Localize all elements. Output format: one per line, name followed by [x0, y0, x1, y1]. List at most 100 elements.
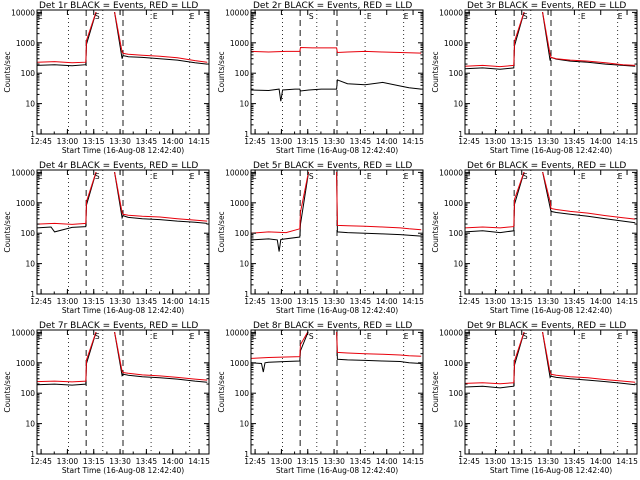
x-tick-label: 12:45: [244, 137, 266, 146]
y-tick-label: 1: [244, 130, 249, 139]
x-tick-label: 14:15: [402, 297, 424, 306]
marker-letter: E: [38, 332, 43, 341]
marker-letter: E: [618, 12, 623, 21]
y-axis-label: Counts/sec: [431, 211, 440, 252]
x-tick-label: 14:00: [376, 457, 398, 466]
series-events-line: [37, 12, 208, 67]
x-tick-label: 12:45: [30, 457, 52, 466]
plot-frame: [250, 329, 424, 455]
x-tick-label: 13:00: [57, 297, 79, 306]
series-lld-line: [37, 172, 208, 225]
x-tick-label: 13:45: [136, 137, 158, 146]
series-lld-line: [37, 12, 208, 64]
marker-letter: E: [367, 12, 372, 21]
marker-letter: E: [618, 332, 623, 341]
panel-title: Det 7r BLACK = Events, RED = LLD: [39, 321, 198, 331]
panel-title: Det 5r BLACK = Events, RED = LLD: [253, 161, 412, 171]
panel-title: Det 8r BLACK = Events, RED = LLD: [253, 321, 412, 331]
x-tick-label: 13:45: [136, 457, 158, 466]
y-tick-label: 10: [239, 420, 249, 429]
plot-frame: [36, 329, 210, 455]
y-tick-label: 1000: [16, 359, 35, 368]
x-tick-label: 14:00: [162, 457, 184, 466]
panel-title: Det 9r BLACK = Events, RED = LLD: [467, 321, 626, 331]
marker-letter: S: [523, 332, 528, 341]
x-tick-label: 14:15: [188, 297, 210, 306]
y-tick-label: 10: [25, 100, 35, 109]
x-tick-label: 13:30: [323, 297, 345, 306]
marker-letter: E: [190, 172, 195, 181]
x-tick-label: 13:15: [83, 457, 105, 466]
marker-letter: E: [404, 332, 409, 341]
y-tick-label: 10: [453, 420, 463, 429]
series-lld-line: [251, 46, 422, 54]
panel-title: Det 1r BLACK = Events, RED = LLD: [39, 1, 198, 11]
plot-frame: [250, 9, 424, 135]
x-tick-label: 13:30: [109, 137, 131, 146]
x-tick-label: 13:45: [350, 457, 372, 466]
y-tick-label: 10000: [11, 328, 35, 337]
plot-frame: [250, 169, 424, 295]
y-axis-label: Counts/sec: [431, 51, 440, 92]
x-tick-label: 14:00: [590, 457, 612, 466]
marker-letter: S: [95, 12, 100, 21]
y-tick-label: 10000: [439, 328, 463, 337]
marker-letter: E: [153, 332, 158, 341]
x-tick-label: 14:15: [616, 137, 638, 146]
y-tick-label: 1000: [444, 39, 463, 48]
marker-letter: E: [252, 172, 257, 181]
marker-letter: E: [466, 12, 471, 21]
series-events-line: [251, 79, 422, 102]
y-tick-label: 1: [458, 290, 463, 299]
x-tick-label: 13:00: [485, 457, 507, 466]
x-tick-label: 13:00: [485, 297, 507, 306]
x-axis-label: Start Time (16-Aug-08 12:42:40): [62, 466, 184, 475]
plot-frame: [464, 9, 638, 135]
y-tick-label: 1000: [16, 199, 35, 208]
x-tick-label: 14:00: [590, 297, 612, 306]
x-tick-label: 12:45: [244, 297, 266, 306]
x-tick-label: 13:45: [350, 297, 372, 306]
y-axis-label: Counts/sec: [3, 211, 12, 252]
y-tick-label: 1: [458, 130, 463, 139]
marker-letter: E: [38, 12, 43, 21]
plot-frame: [464, 169, 638, 295]
series-lld-line: [465, 172, 636, 229]
y-tick-label: 10000: [225, 168, 249, 177]
x-axis-label: Start Time (16-Aug-08 12:42:40): [276, 466, 398, 475]
x-tick-label: 13:15: [297, 297, 319, 306]
x-tick-label: 14:15: [616, 297, 638, 306]
series-events-line: [37, 172, 208, 233]
marker-letter: S: [309, 12, 314, 21]
x-tick-label: 13:15: [297, 137, 319, 146]
marker-letter: E: [367, 172, 372, 181]
marker-letter: S: [95, 172, 100, 181]
y-tick-label: 10: [25, 260, 35, 269]
series-lld-line: [465, 12, 636, 68]
y-tick-label: 10: [453, 100, 463, 109]
y-tick-label: 1000: [230, 359, 249, 368]
x-tick-label: 14:15: [188, 457, 210, 466]
marker-letter: E: [153, 12, 158, 21]
x-tick-label: 14:00: [376, 137, 398, 146]
x-tick-label: 13:15: [83, 137, 105, 146]
panel-title: Det 3r BLACK = Events, RED = LLD: [467, 1, 626, 11]
x-tick-label: 13:00: [271, 457, 293, 466]
x-tick-label: 13:30: [537, 137, 559, 146]
x-tick-label: 12:45: [30, 297, 52, 306]
y-tick-label: 1: [244, 290, 249, 299]
x-tick-label: 12:45: [458, 137, 480, 146]
x-tick-label: 13:45: [564, 137, 586, 146]
y-tick-label: 100: [235, 389, 250, 398]
y-tick-label: 100: [449, 389, 464, 398]
x-tick-label: 14:15: [188, 137, 210, 146]
series-lld-line: [251, 172, 422, 234]
marker-letter: E: [367, 332, 372, 341]
y-tick-label: 100: [449, 69, 464, 78]
